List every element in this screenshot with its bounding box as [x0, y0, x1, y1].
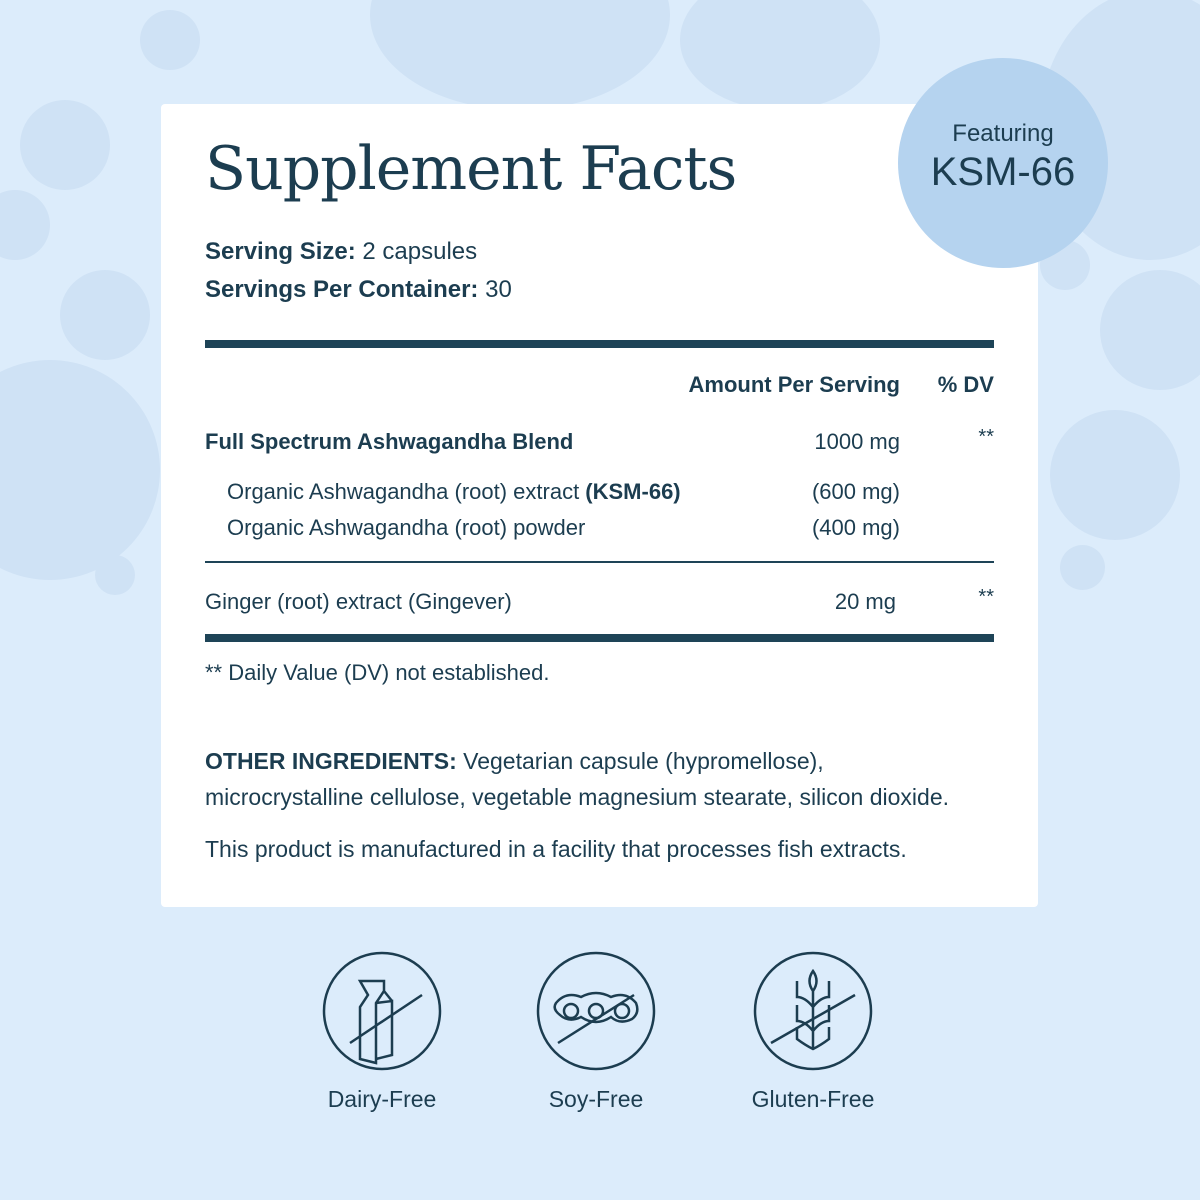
row-name: Full Spectrum Ashwagandha Blend: [205, 429, 574, 454]
footnote: ** Daily Value (DV) not established.: [205, 660, 550, 685]
soy-free-label: Soy-Free: [548, 1086, 644, 1112]
milk-carton-crossed-icon: [322, 951, 442, 1071]
other-ingredients: OTHER INGREDIENTS: Vegetarian capsule (h…: [205, 748, 824, 774]
dairy-free-label: Dairy-Free: [327, 1086, 437, 1112]
facility-note: This product is manufactured in a facili…: [205, 836, 907, 862]
header-amount: Amount Per Serving: [688, 372, 900, 397]
row-amount: 20 mg: [834, 589, 896, 614]
page-title: Supplement Facts: [205, 134, 737, 204]
featuring-badge: Featuring KSM-66: [898, 58, 1108, 268]
divider-thick: [205, 340, 994, 348]
header-dv: % DV: [937, 372, 994, 397]
row-name: Ginger (root) extract (Gingever): [205, 589, 512, 614]
row-name: Organic Ashwagandha (root) powder: [227, 515, 586, 540]
supplement-facts-panel: Supplement Facts Serving Size: 2 capsule…: [161, 104, 1038, 907]
row-amount: 1000 mg: [814, 429, 900, 454]
servings-per-container: Servings Per Container: 30: [205, 276, 512, 303]
serving-size: Serving Size: 2 capsules: [205, 238, 478, 265]
badge-big-text: KSM-66: [930, 150, 1076, 194]
soybean-crossed-icon: [536, 951, 656, 1071]
wheat-crossed-icon: [753, 951, 873, 1071]
row-dv: **: [978, 586, 994, 608]
gluten-free-label: Gluten-Free: [751, 1086, 875, 1112]
row-amount: (400 mg): [811, 515, 900, 540]
badge-small-text: Featuring: [952, 120, 1054, 147]
divider-thin: [205, 561, 994, 563]
other-ingredients-line2: microcrystalline cellulose, vegetable ma…: [205, 784, 950, 810]
row-dv: **: [978, 426, 994, 448]
row-amount: (600 mg): [811, 479, 900, 504]
row-name: Organic Ashwagandha (root) extract (KSM-…: [227, 479, 681, 504]
divider-thick: [205, 634, 994, 642]
